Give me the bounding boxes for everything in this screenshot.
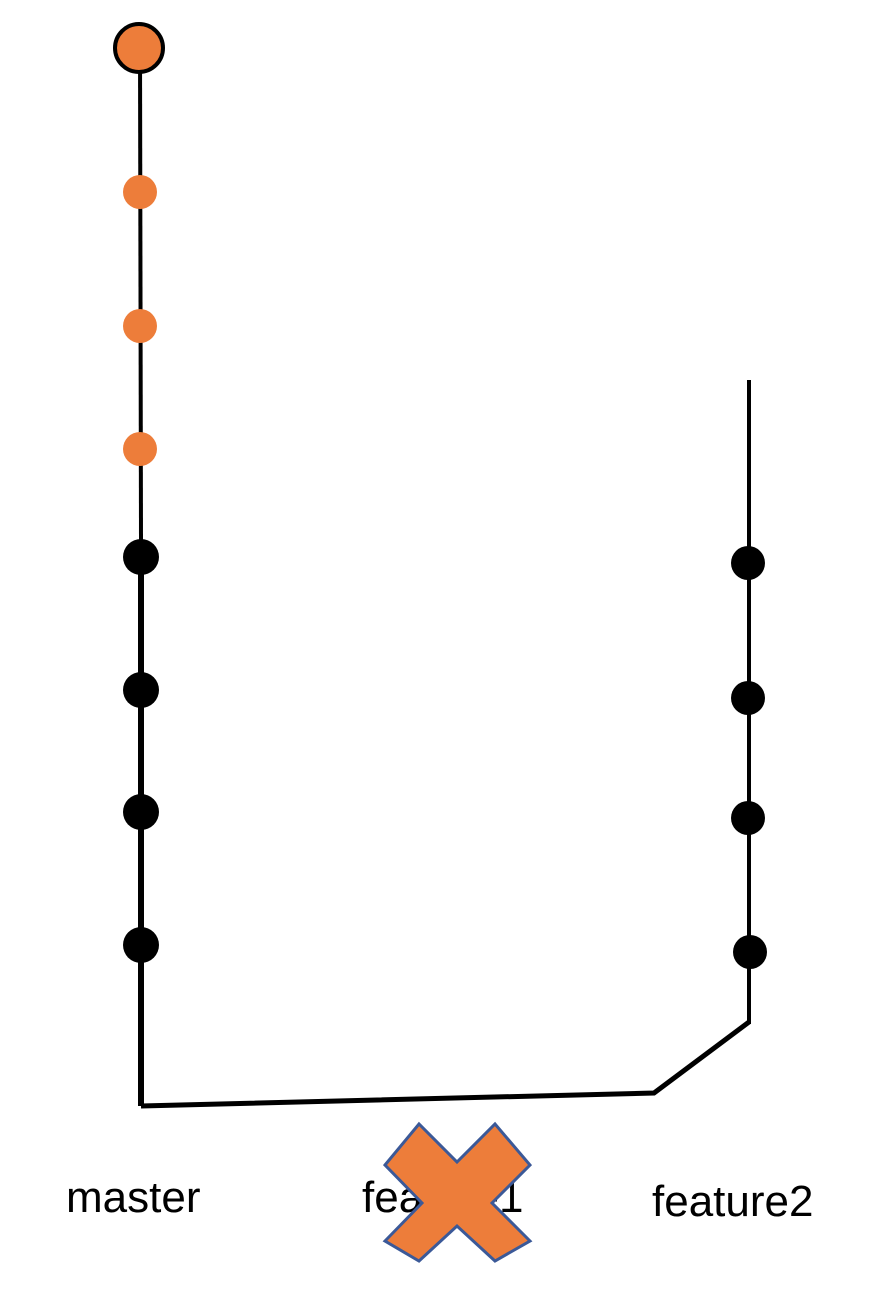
cross-icon — [382, 1121, 533, 1263]
feature2-commit — [731, 681, 765, 715]
master-commit — [123, 539, 159, 575]
feature2-commit — [733, 935, 767, 969]
branch-base-line — [140, 1019, 751, 1109]
master-commit — [123, 672, 159, 708]
master-commit-orange — [123, 175, 157, 209]
master-label: master — [66, 1173, 200, 1222]
master-commit-orange — [123, 432, 157, 466]
feature2-label: feature2 — [652, 1177, 813, 1226]
master-commit — [123, 794, 159, 830]
master-line-upper — [138, 47, 143, 541]
master-commit — [123, 927, 159, 963]
feature2-commit — [731, 801, 765, 835]
master-commit-orange — [123, 309, 157, 343]
feature2-commit — [731, 546, 765, 580]
master-head-commit — [113, 22, 165, 74]
